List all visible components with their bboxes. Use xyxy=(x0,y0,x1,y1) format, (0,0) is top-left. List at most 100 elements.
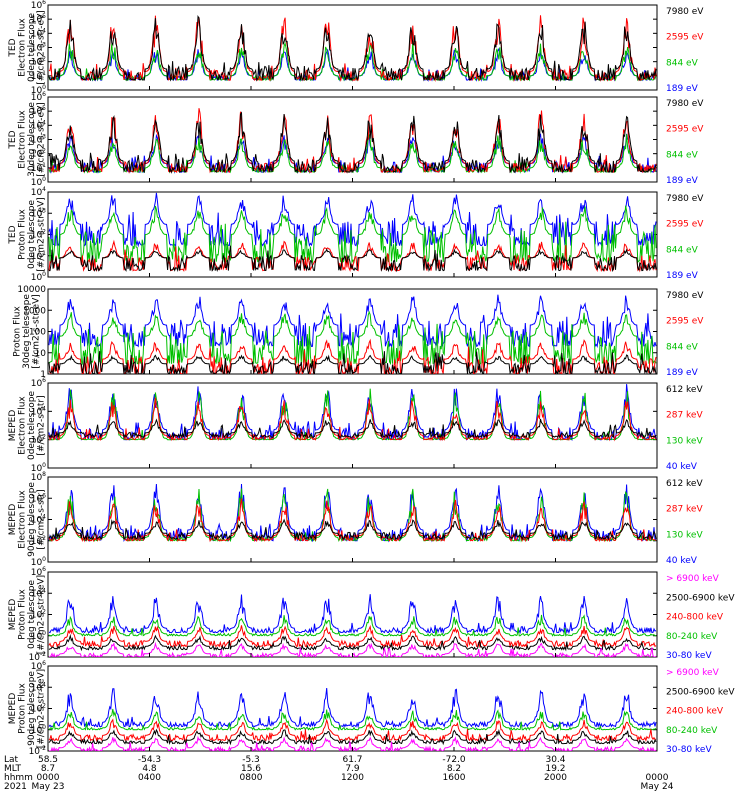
legend-entry: 844 eV xyxy=(666,150,699,160)
series-trace xyxy=(48,483,657,543)
series-trace xyxy=(48,614,656,637)
y-tick-label: 101 xyxy=(31,250,46,262)
y-tick-label: 104 xyxy=(31,119,46,131)
y-tick-label: 100 xyxy=(31,724,46,736)
x-tick-label: 0800 xyxy=(240,773,263,783)
x-tick-label: 1200 xyxy=(341,773,364,783)
series-trace xyxy=(48,498,657,543)
y-axis-label: MEPEDElectron Flux0deg telescope[#/cm2-s… xyxy=(8,391,47,461)
legend-entry: 2500-6900 keV xyxy=(666,687,735,697)
legend-entry: > 6900 keV xyxy=(666,668,720,678)
x-tick-label: 0000 xyxy=(37,773,60,783)
x-tick-label: -5.3 xyxy=(242,755,260,765)
y-tick-label: 103 xyxy=(31,42,46,54)
x-tick-label: 30.4 xyxy=(545,755,565,765)
y-axis-label: MEPEDElectron Flux90deg telescope[#/cm2-… xyxy=(8,482,47,557)
y-tick-label: 100 xyxy=(31,462,46,474)
y-axis-label: Proton Flux30deg telescope[#/cm2-s-str-e… xyxy=(13,294,42,369)
legend-entry: 844 eV xyxy=(666,58,699,68)
x-tick-label: 15.6 xyxy=(241,764,261,774)
legend-entry: 2595 eV xyxy=(666,220,704,230)
legend-entry: 2595 eV xyxy=(666,317,704,327)
y-tick-label: 10000 xyxy=(17,285,46,295)
legend-entry: 7980 eV xyxy=(666,194,704,204)
legend-entry: 287 keV xyxy=(666,505,703,515)
series-trace xyxy=(48,192,657,248)
y-tick-label: 102 xyxy=(31,535,46,547)
legend-entry: 2595 eV xyxy=(666,125,704,135)
y-tick-label: 100 xyxy=(31,556,46,568)
legend-entry: 130 keV xyxy=(666,436,703,446)
x-tick-label: 19.2 xyxy=(545,764,565,774)
legend-entry: 7980 eV xyxy=(666,7,704,17)
y-axis-label: TEDElectron Flux30deg telescope[#/cm2-s-… xyxy=(8,102,47,177)
x-tick-label: May 24 xyxy=(641,782,674,792)
y-tick-label: 1 xyxy=(40,370,46,380)
series-trace xyxy=(49,245,657,273)
legend-entry: 189 eV xyxy=(666,84,699,94)
y-axis-label: MEPEDProton Flux0deg telescope[#/cm2-s-s… xyxy=(8,575,47,654)
y-tick-label: 102 xyxy=(31,148,46,160)
y-tick-label: 104 xyxy=(31,514,46,526)
series-trace xyxy=(48,708,657,732)
y-tick-label: 102 xyxy=(31,703,46,715)
y-tick-label: 1000 xyxy=(23,306,46,316)
legend-entry: 80-240 keV xyxy=(666,726,718,736)
x-row-label: MLT xyxy=(4,764,22,774)
y-tick-label: 102 xyxy=(31,229,46,241)
x-tick-label: 8.7 xyxy=(41,764,55,774)
x-tick-label: 2000 xyxy=(544,773,567,783)
y-tick-label: 103 xyxy=(31,207,46,219)
legend-entry: 240-800 keV xyxy=(666,707,724,717)
legend-entry: 612 keV xyxy=(666,385,703,395)
y-tick-label: 101 xyxy=(31,162,46,174)
y-tick-label: 102 xyxy=(31,434,46,446)
y-tick-label: 10-2 xyxy=(29,651,47,663)
y-tick-label: 100 xyxy=(31,630,46,642)
legend-entry: 7980 eV xyxy=(666,99,704,109)
x-row-label: hhmm xyxy=(4,773,33,783)
legend-entry: 40 keV xyxy=(666,462,698,472)
y-axis-label: TEDElectron Flux0deg telescope[#/cm2-s-s… xyxy=(8,10,47,85)
legend-entry: 287 keV xyxy=(666,411,703,421)
series-trace xyxy=(48,14,657,82)
y-tick-label: 105 xyxy=(31,13,46,25)
series-trace xyxy=(48,111,657,174)
y-axis-label: TEDProton Flux0deg telescope[#/cm2-s-str… xyxy=(8,197,47,272)
legend-entry: 240-800 keV xyxy=(666,613,724,623)
legend-entry: 612 keV xyxy=(666,479,703,489)
legend-entry: 844 eV xyxy=(666,245,699,255)
series-trace xyxy=(48,728,657,746)
y-tick-label: 10 xyxy=(35,349,47,359)
x-row-label: 2021 xyxy=(4,782,27,792)
y-tick-label: 106 xyxy=(31,377,46,389)
series-trace xyxy=(48,418,657,440)
y-tick-label: 10-2 xyxy=(29,745,47,757)
series-trace xyxy=(48,397,657,442)
y-tick-label: 101 xyxy=(31,70,46,82)
legend-entry: 130 keV xyxy=(666,530,703,540)
y-tick-label: 102 xyxy=(31,56,46,68)
y-tick-label: 106 xyxy=(31,566,46,578)
x-tick-label: 8.2 xyxy=(447,764,461,774)
x-tick-label: 58.5 xyxy=(38,755,58,765)
series-trace xyxy=(48,594,657,635)
x-tick-label: -72.0 xyxy=(442,755,466,765)
y-tick-label: 104 xyxy=(31,186,46,198)
y-tick-label: 106 xyxy=(31,0,46,11)
y-tick-label: 100 xyxy=(31,271,46,283)
legend-entry: 189 eV xyxy=(666,368,699,378)
y-axis-label: MEPEDProton Flux90deg telescope[#/cm2-s-… xyxy=(8,669,47,748)
x-tick-label: May 23 xyxy=(32,782,65,792)
y-tick-label: 104 xyxy=(31,405,46,417)
y-tick-label: 102 xyxy=(31,609,46,621)
series-trace xyxy=(48,633,656,652)
x-tick-label: 0400 xyxy=(138,773,161,783)
y-tick-label: 108 xyxy=(31,471,46,483)
series-trace xyxy=(48,488,657,543)
